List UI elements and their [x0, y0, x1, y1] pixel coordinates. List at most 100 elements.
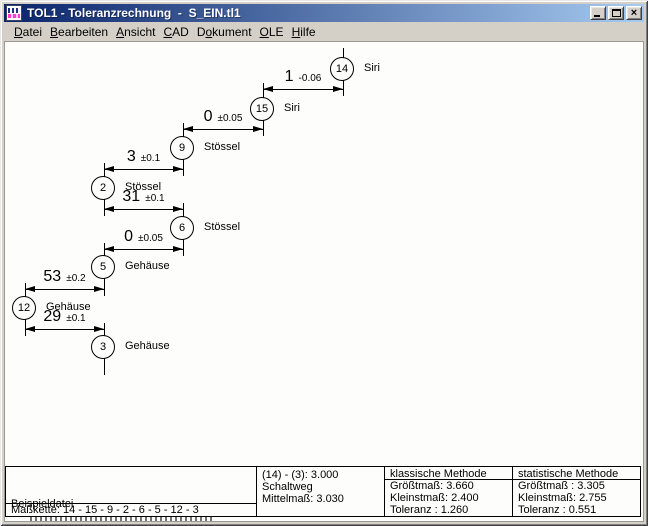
dimension-tolerance: ±0.1 — [140, 153, 161, 164]
arrow-right-icon — [333, 86, 343, 92]
part-label-15: Siri — [284, 102, 300, 114]
file-description-line1: Beispieldatei — [11, 498, 74, 510]
dimension-text: 0 ±0.05 — [124, 228, 163, 246]
chain-node-12[interactable]: 12 — [12, 296, 36, 320]
statistic-method-panel: statistische Methode Größtmaß : 3.305 Kl… — [512, 467, 640, 516]
menu-item-ansicht[interactable]: Ansicht — [116, 24, 156, 39]
maximize-icon — [612, 9, 621, 17]
dimension-text: 1 -0.06 — [285, 68, 322, 86]
dimension-value: 0 — [124, 228, 133, 245]
menu-item-dokument[interactable]: Dokument — [196, 24, 252, 39]
arrow-right-icon — [94, 286, 104, 292]
chain-node-14[interactable]: 14 — [330, 57, 354, 81]
dimension-value: 3 — [126, 148, 136, 165]
dimension-line — [25, 329, 104, 330]
part-label-5: Gehäuse — [125, 260, 170, 272]
classic-toleranz: Toleranz : 1.260 — [390, 504, 469, 516]
dimension-line — [25, 289, 104, 290]
arrow-left-icon — [104, 206, 114, 212]
dimension-text: 53 ±0.2 — [43, 268, 85, 286]
dimension-line — [104, 169, 183, 170]
dimension-value: 0 — [203, 108, 213, 125]
statistic-kleinstmass: Kleinstmaß: 2.755 — [518, 492, 607, 504]
dimension-value: 29 — [43, 308, 62, 325]
app-icon-art-bottom — [8, 14, 20, 18]
dimension-tolerance: ±0.05 — [217, 113, 243, 124]
minimize-icon — [594, 15, 600, 17]
file-info-panel: Beispieldatei Endschalter in Schaltstell… — [6, 467, 256, 516]
close-icon: × — [630, 7, 638, 19]
arrow-right-icon — [173, 246, 183, 252]
window-controls: × — [590, 6, 642, 20]
chain-node-15[interactable]: 15 — [250, 97, 274, 121]
chain-node-6[interactable]: 6 — [170, 216, 194, 240]
close-button[interactable]: × — [626, 6, 642, 20]
dimension-tolerance: -0.06 — [298, 73, 322, 84]
titlebar[interactable]: TOL1 - Toleranzrechnung - S_EIN.tl1 × — [4, 4, 644, 22]
part-label-6: Stössel — [204, 221, 241, 233]
statistic-method-header: statistische Methode — [513, 467, 640, 480]
statistic-toleranz: Toleranz : 0.551 — [518, 504, 597, 516]
classic-kleinstmass: Kleinstmaß: 2.400 — [390, 492, 479, 504]
arrow-right-icon — [173, 166, 183, 172]
chain-node-5[interactable]: 5 — [91, 255, 115, 279]
menubar: Datei Bearbeiten Ansicht CAD Dokument OLE Hilf… — [4, 22, 644, 41]
arrow-left-icon — [263, 86, 273, 92]
closing-dimension-name: Schaltweg — [262, 481, 313, 493]
dimension-line — [104, 209, 183, 210]
part-label-3: Gehäuse — [125, 340, 170, 352]
results-panel: Beispieldatei Endschalter in Schaltstell… — [5, 466, 641, 517]
arrow-left-icon — [25, 326, 35, 332]
menu-item-datei[interactable]: Datei — [14, 24, 43, 39]
minimize-button[interactable] — [590, 6, 606, 20]
client-area — [4, 41, 644, 522]
classic-groesstmass: Größtmaß: 3.660 — [390, 480, 474, 492]
chain-node-2[interactable]: 2 — [91, 176, 115, 200]
dimension-value: 31 — [122, 188, 141, 205]
chain-node-9[interactable]: 9 — [170, 136, 194, 160]
dimension-tolerance: ±0.05 — [137, 233, 163, 244]
arrow-left-icon — [104, 166, 114, 172]
dimension-tolerance: ±0.2 — [66, 273, 86, 284]
menu-item-hilfe[interactable]: Hilfe — [291, 24, 316, 39]
dimension-tolerance: ±0.1 — [66, 313, 86, 324]
dimension-text: 3 ±0.1 — [127, 148, 160, 166]
maximize-button[interactable] — [608, 6, 624, 20]
closing-dimension-value: (14) - (3): 3.000 — [262, 469, 339, 481]
window-title: TOL1 - Toleranzrechnung - S_EIN.tl1 — [27, 6, 241, 20]
arrow-left-icon — [25, 286, 35, 292]
arrow-right-icon — [173, 206, 183, 212]
part-label-9: Stössel — [204, 141, 241, 153]
mittelmass-value: Mittelmaß: 3.030 — [262, 493, 344, 505]
dimension-tolerance: ±0.1 — [145, 193, 165, 204]
chain-node-3[interactable]: 3 — [91, 335, 115, 359]
dimension-line — [263, 89, 343, 90]
dimension-line — [183, 129, 263, 130]
app-icon-art-top — [8, 8, 20, 13]
dimension-text: 29 ±0.1 — [43, 308, 85, 326]
arrow-right-icon — [253, 126, 263, 132]
dimension-text: 0 ±0.05 — [204, 108, 243, 126]
statistic-groesstmass: Größtmaß : 3.305 — [518, 480, 605, 492]
render-artifact — [30, 517, 215, 521]
menu-item-cad[interactable]: CAD — [163, 24, 189, 39]
part-label-2: Stössel — [125, 181, 162, 193]
arrow-right-icon — [94, 326, 104, 332]
dimension-value: 1 — [284, 68, 294, 85]
dimension-line — [104, 249, 183, 250]
masskette-text: Maßkette: 14 - 15 - 9 - 2 - 6 - 5 - 12 -… — [11, 504, 199, 516]
dimension-value: 53 — [43, 268, 62, 285]
closing-dimension-panel: (14) - (3): 3.000 Schaltweg Mittelmaß: 3… — [256, 467, 384, 516]
part-label-12: Gehäuse — [46, 301, 91, 313]
arrow-left-icon — [104, 246, 114, 252]
menu-item-ole[interactable]: OLE — [259, 24, 284, 39]
part-label-14: Siri — [364, 62, 380, 74]
dimension-text: 31 ±0.1 — [122, 188, 164, 206]
classic-method-header: klassische Methode — [385, 467, 512, 480]
menu-item-bearbeiten[interactable]: Bearbeiten — [50, 24, 109, 39]
classic-method-panel: klassische Methode Größtmaß: 3.660 Klein… — [384, 467, 512, 516]
arrow-left-icon — [183, 126, 193, 132]
app-icon[interactable] — [6, 5, 22, 21]
